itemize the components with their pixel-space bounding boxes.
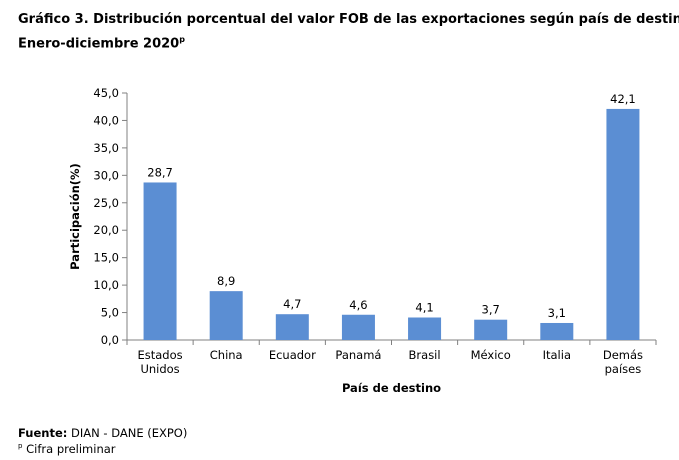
data-label: 3,7 xyxy=(482,303,500,317)
bar xyxy=(408,317,442,340)
y-tick-label: 10,0 xyxy=(93,278,119,292)
y-tick-label: 45,0 xyxy=(93,86,119,100)
data-label: 3,1 xyxy=(548,306,566,320)
x-tick-label: países xyxy=(605,362,642,376)
bar xyxy=(143,182,177,340)
x-tick-label: Italia xyxy=(543,348,571,362)
data-label: 28,7 xyxy=(147,165,173,179)
x-axis-title: País de destino xyxy=(342,381,441,395)
data-label: 4,1 xyxy=(415,300,433,314)
y-tick-label: 40,0 xyxy=(93,113,119,127)
bar xyxy=(474,319,508,340)
title-line-1: Gráfico 3. Distribución porcentual del v… xyxy=(18,12,679,27)
data-label: 4,7 xyxy=(283,297,301,311)
x-tick-label: México xyxy=(471,348,511,362)
x-tick-label: Ecuador xyxy=(269,348,316,362)
x-tick-label: Demás xyxy=(603,348,643,362)
bar xyxy=(606,108,640,340)
x-tick-label: Panamá xyxy=(335,348,381,362)
y-tick-label: 20,0 xyxy=(93,223,119,237)
bar xyxy=(209,291,243,340)
title-line-2: Enero-diciembre 2020p xyxy=(18,30,679,54)
x-tick-label: Unidos xyxy=(140,362,179,376)
bar xyxy=(341,314,375,340)
y-tick-label: 15,0 xyxy=(93,251,119,265)
title-period: Enero-diciembre 2020 xyxy=(18,36,180,52)
source-label: Fuente: xyxy=(18,426,68,440)
x-tick-label: Brasil xyxy=(409,348,441,362)
data-label: 8,9 xyxy=(217,274,235,288)
source-note: Fuente: DIAN - DANE (EXPO) xyxy=(18,426,187,440)
preliminary-mark: p xyxy=(18,442,23,451)
title-preliminary-mark: p xyxy=(179,35,185,44)
preliminary-text: Cifra preliminar xyxy=(26,442,116,456)
data-label: 42,1 xyxy=(610,92,636,106)
bar xyxy=(540,322,574,340)
data-label: 4,6 xyxy=(349,298,367,312)
y-axis-title: Participación(%) xyxy=(68,163,82,270)
bar xyxy=(275,314,309,340)
x-tick-label: China xyxy=(210,348,243,362)
source-value: DIAN - DANE (EXPO) xyxy=(71,426,188,440)
y-tick-label: 0,0 xyxy=(101,333,119,347)
y-tick-label: 30,0 xyxy=(93,168,119,182)
y-tick-label: 5,0 xyxy=(101,306,119,320)
preliminary-note: p Cifra preliminar xyxy=(18,442,116,456)
x-tick-label: Estados xyxy=(137,348,182,362)
chart-title: Gráfico 3. Distribución porcentual del v… xyxy=(18,10,679,54)
y-tick-label: 25,0 xyxy=(93,196,119,210)
y-tick-label: 35,0 xyxy=(93,141,119,155)
